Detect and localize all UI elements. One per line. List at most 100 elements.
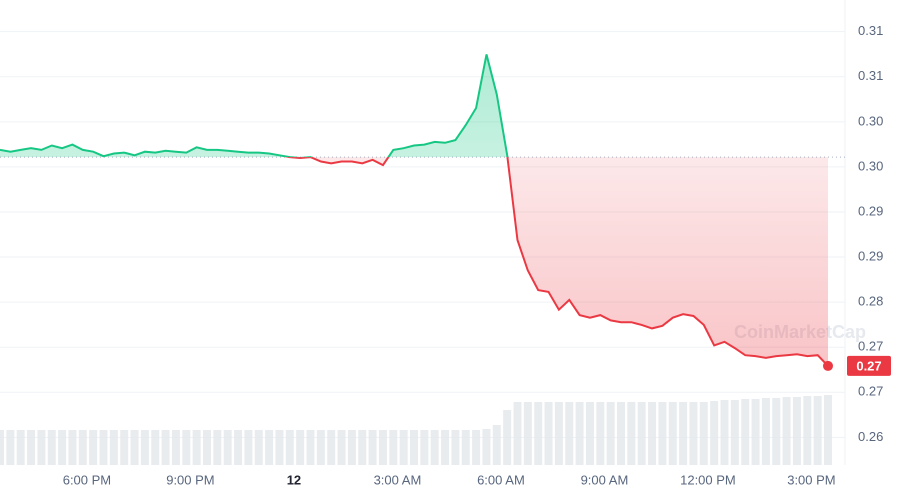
volume-bar <box>658 402 667 465</box>
volume-bar <box>824 395 832 465</box>
volume-bar <box>648 402 657 465</box>
volume-bar <box>585 402 594 465</box>
volume-bar <box>710 401 719 465</box>
price-badge-label: 0.27 <box>856 358 881 373</box>
volume-bar <box>730 400 739 465</box>
volume-bar <box>741 399 750 465</box>
volume-bar <box>513 402 522 465</box>
volume-bar <box>254 430 263 465</box>
y-tick-label: 0.27 <box>858 384 883 399</box>
volume-bar <box>617 402 625 465</box>
y-tick-label: 0.28 <box>858 294 883 309</box>
volume-bar <box>420 430 429 465</box>
volume-bar <box>306 430 315 465</box>
last-point <box>823 360 833 371</box>
price-line-up <box>0 54 509 158</box>
volume-bar <box>554 402 563 465</box>
volume-bar <box>720 400 729 465</box>
y-tick-label: 0.30 <box>858 113 883 128</box>
volume-bar <box>213 430 222 465</box>
volume-bar <box>751 399 760 465</box>
volume-bar <box>203 430 211 465</box>
volume-bar <box>337 430 346 465</box>
volume-bar <box>389 430 398 465</box>
y-tick-label: 0.31 <box>858 23 883 38</box>
volume-bar <box>78 430 87 465</box>
volume-bar <box>244 430 253 465</box>
price-line-down <box>103 157 829 367</box>
volume-bar <box>99 430 108 465</box>
volume-bar <box>58 430 67 465</box>
volume-bar <box>410 430 418 465</box>
x-tick-label: 3:00 AM <box>374 472 422 487</box>
volume-bar <box>151 430 160 465</box>
volume-bar <box>523 402 532 465</box>
volume-bar <box>275 430 284 465</box>
volume-bar <box>347 430 356 465</box>
volume-bar <box>171 430 180 465</box>
y-tick-label: 0.29 <box>858 203 883 218</box>
volume-bar <box>327 430 336 465</box>
volume-bar <box>120 430 129 465</box>
volume-bar <box>161 430 170 465</box>
y-tick-label: 0.26 <box>858 429 883 444</box>
volume-bar <box>761 398 770 465</box>
y-tick-label: 0.27 <box>858 339 883 354</box>
y-tick-label: 0.30 <box>858 158 883 173</box>
volume-bar <box>378 430 387 465</box>
volume-bar <box>606 402 615 465</box>
volume-bar <box>637 402 646 465</box>
volume-bar <box>6 430 15 465</box>
volume-bar <box>689 402 698 465</box>
volume-bar <box>534 402 543 465</box>
y-tick-label: 0.31 <box>858 68 883 83</box>
volume-bar <box>16 430 25 465</box>
volume-bar <box>37 430 46 465</box>
volume-bar <box>265 430 274 465</box>
x-tick-label: 9:00 PM <box>166 472 214 487</box>
volume-bar <box>358 430 367 465</box>
volume-bar <box>430 430 439 465</box>
volume-bar <box>679 402 688 465</box>
x-tick-label: 9:00 AM <box>581 472 629 487</box>
volume-bar <box>699 402 708 465</box>
volume-bar <box>399 430 408 465</box>
volume-bar <box>140 430 149 465</box>
volume-bar <box>627 402 636 465</box>
volume-bar <box>461 430 470 465</box>
volume-bar <box>296 430 305 465</box>
volume-bar <box>772 398 781 465</box>
price-badge <box>847 355 891 376</box>
volume-bar <box>492 425 501 465</box>
volume-bar <box>89 430 98 465</box>
volume-bar <box>813 396 822 465</box>
volume-bar <box>472 430 481 465</box>
volume-bar <box>792 397 801 465</box>
volume-bar <box>668 402 677 465</box>
volume-bar <box>503 410 512 465</box>
volume-bar <box>0 430 4 465</box>
x-tick-label: 12 <box>287 472 301 487</box>
volume-bar <box>47 430 56 465</box>
x-tick-label: 6:00 AM <box>477 472 525 487</box>
volume-bar <box>109 430 118 465</box>
area-down <box>0 157 828 366</box>
volume-bar <box>192 430 201 465</box>
volume-bar <box>441 430 450 465</box>
volume-bar <box>130 430 139 465</box>
volume-bar <box>803 396 812 465</box>
volume-bar <box>451 430 460 465</box>
volume-bar <box>182 430 191 465</box>
volume-bar <box>782 397 791 465</box>
volume-bar <box>482 429 491 465</box>
volume-bar <box>368 430 377 465</box>
volume-bar <box>285 430 294 465</box>
volume-bar <box>575 402 584 465</box>
volume-bar <box>223 430 232 465</box>
x-tick-label: 12:00 PM <box>680 472 736 487</box>
x-tick-label: 3:00 PM <box>787 472 835 487</box>
volume-bar <box>596 402 605 465</box>
volume-bar <box>565 402 574 465</box>
volume-bar <box>234 430 243 465</box>
